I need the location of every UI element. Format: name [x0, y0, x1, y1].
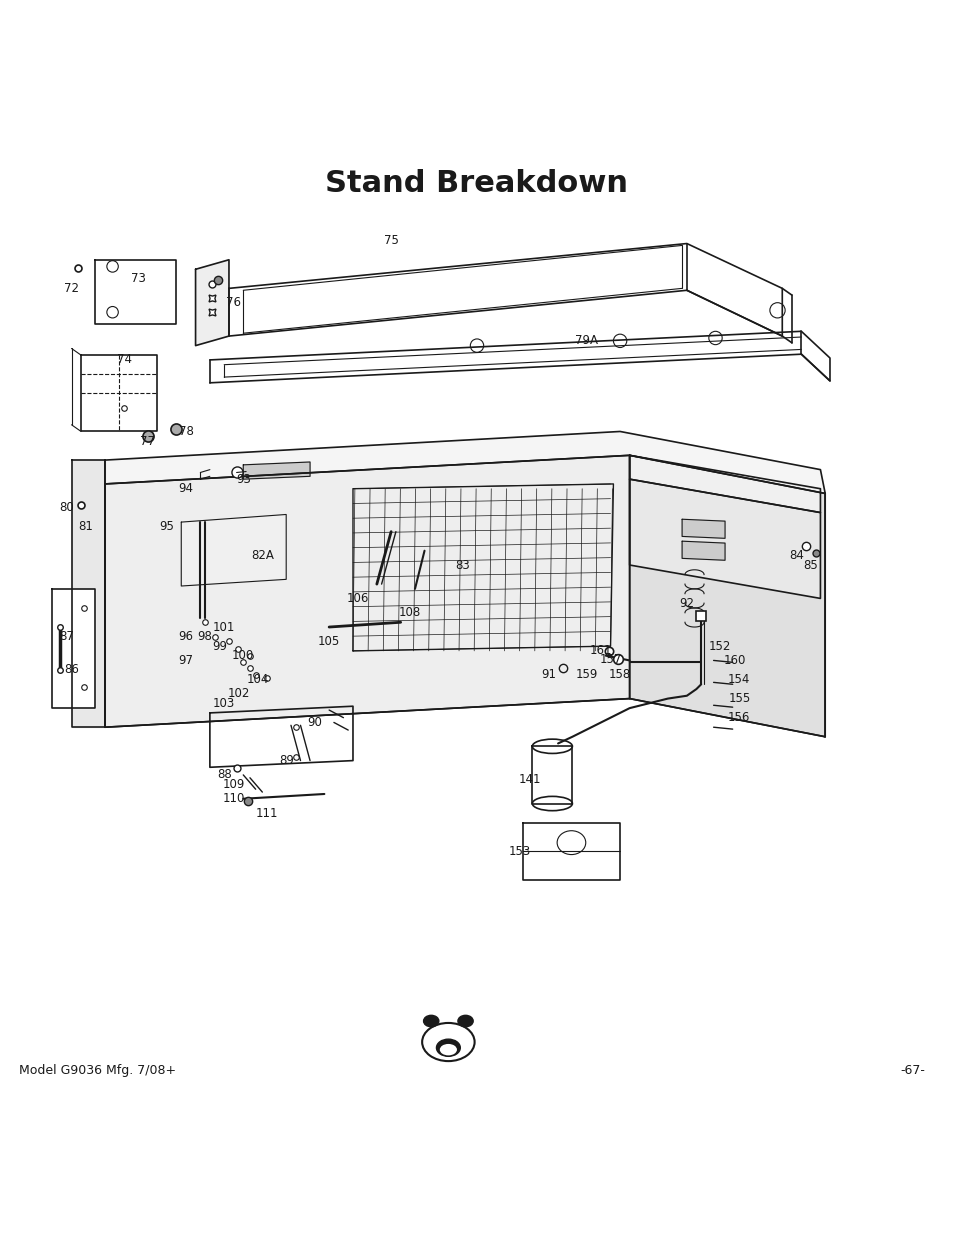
Text: Stand Breakdown: Stand Breakdown: [325, 169, 628, 198]
Polygon shape: [629, 479, 820, 599]
Text: 97: 97: [178, 653, 193, 667]
Text: 103: 103: [213, 697, 235, 710]
Polygon shape: [681, 541, 724, 561]
Ellipse shape: [439, 1044, 456, 1056]
Polygon shape: [105, 431, 824, 494]
Text: 72: 72: [64, 282, 79, 295]
Text: 98: 98: [197, 630, 213, 643]
Text: Model G9036 Mfg. 7/08+: Model G9036 Mfg. 7/08+: [19, 1065, 176, 1077]
Text: -67-: -67-: [900, 1065, 924, 1077]
Polygon shape: [181, 515, 286, 587]
Text: 83: 83: [455, 558, 470, 572]
Text: 99: 99: [212, 640, 227, 652]
Text: 89: 89: [278, 755, 294, 767]
Text: 79A: 79A: [575, 335, 598, 347]
Text: 108: 108: [398, 606, 421, 619]
Text: 160: 160: [722, 653, 745, 667]
Text: 74: 74: [116, 353, 132, 367]
Text: 110: 110: [222, 793, 245, 805]
Text: 73: 73: [131, 273, 146, 285]
Text: 105: 105: [317, 635, 340, 648]
Text: 87: 87: [59, 630, 74, 643]
Text: 106: 106: [346, 592, 369, 605]
Text: 91: 91: [540, 668, 556, 682]
Text: 158: 158: [608, 668, 631, 682]
Polygon shape: [81, 356, 157, 431]
Text: 101: 101: [213, 620, 235, 634]
Text: 100: 100: [232, 650, 254, 662]
Polygon shape: [629, 456, 824, 737]
Text: 159: 159: [575, 668, 598, 682]
Text: 80: 80: [59, 501, 74, 514]
Polygon shape: [195, 259, 229, 346]
Text: 86: 86: [64, 663, 79, 677]
Ellipse shape: [457, 1015, 473, 1026]
Text: 90: 90: [307, 716, 322, 729]
Polygon shape: [105, 456, 629, 727]
Text: 153: 153: [508, 845, 531, 858]
Text: 75: 75: [383, 235, 398, 247]
Text: 102: 102: [227, 688, 250, 700]
Polygon shape: [522, 823, 619, 879]
Text: 84: 84: [788, 550, 803, 562]
Text: 157: 157: [598, 653, 621, 666]
Polygon shape: [52, 589, 95, 708]
Text: 96: 96: [178, 630, 193, 643]
Text: 156: 156: [727, 711, 750, 724]
Text: 152: 152: [708, 640, 731, 652]
Text: 76: 76: [226, 296, 241, 309]
Text: 141: 141: [517, 773, 540, 787]
Polygon shape: [681, 519, 724, 538]
Text: 85: 85: [802, 558, 818, 572]
Text: 95: 95: [159, 520, 174, 534]
Polygon shape: [95, 259, 176, 324]
Text: 161: 161: [589, 645, 612, 657]
Text: 154: 154: [727, 673, 750, 685]
Polygon shape: [532, 746, 572, 804]
Text: 109: 109: [222, 778, 245, 790]
Text: 88: 88: [216, 768, 232, 782]
Text: 82A: 82A: [251, 550, 274, 562]
Text: 81: 81: [78, 520, 93, 534]
Text: 93: 93: [235, 473, 251, 485]
Text: 92: 92: [679, 597, 694, 610]
Text: 77: 77: [140, 435, 155, 447]
Text: 155: 155: [727, 692, 750, 705]
Polygon shape: [629, 456, 820, 513]
Text: 94: 94: [178, 482, 193, 495]
Ellipse shape: [436, 1039, 459, 1056]
Text: 104: 104: [246, 673, 269, 685]
Polygon shape: [243, 462, 310, 479]
Text: 111: 111: [255, 806, 278, 820]
Ellipse shape: [423, 1015, 438, 1026]
Text: 78: 78: [178, 425, 193, 438]
Polygon shape: [71, 461, 105, 727]
